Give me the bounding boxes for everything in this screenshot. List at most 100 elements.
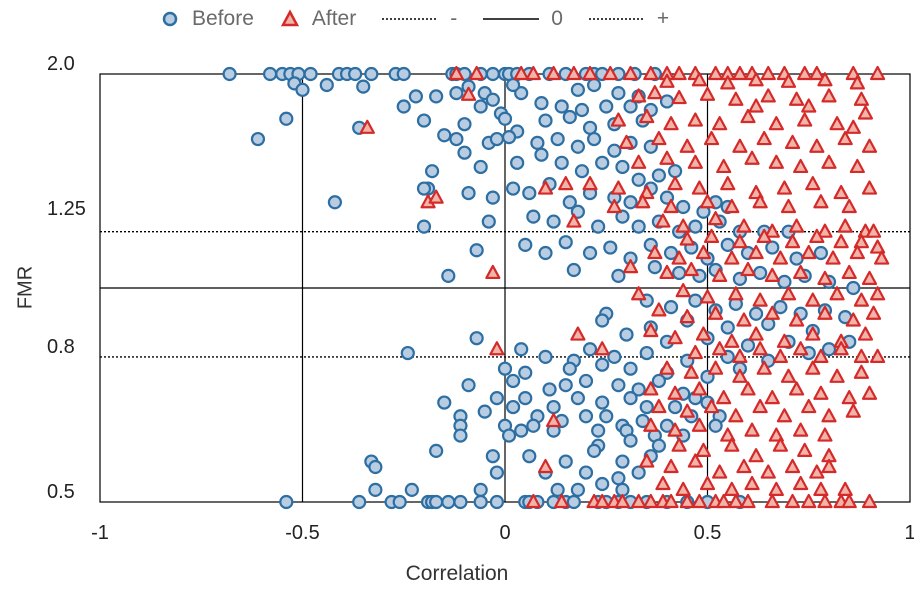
before-point: [485, 190, 500, 205]
after-point: [740, 261, 756, 277]
before-point: [416, 113, 432, 128]
after-point: [780, 198, 797, 214]
before-point: [558, 235, 573, 250]
before-point: [489, 494, 504, 510]
before-point: [639, 399, 654, 415]
before-point: [489, 131, 504, 147]
before-point: [595, 313, 610, 328]
after-point: [784, 134, 801, 149]
after-point: [821, 88, 837, 103]
after-point: [683, 364, 699, 379]
before-point: [570, 139, 586, 154]
before-point: [457, 117, 472, 132]
after-point: [793, 341, 809, 356]
after-point: [428, 189, 444, 204]
after-point: [582, 176, 598, 191]
before-point: [416, 181, 432, 196]
before-point: [481, 214, 496, 229]
after-point: [829, 116, 845, 131]
before-point: [279, 111, 294, 126]
after-point: [801, 493, 817, 509]
after-point: [740, 381, 756, 396]
legend-item-zero: 0: [483, 7, 563, 31]
after-point: [691, 417, 708, 432]
after-point: [772, 250, 789, 265]
after-point: [647, 85, 663, 100]
before-point: [473, 99, 488, 114]
before-point: [607, 349, 622, 364]
before-point: [578, 465, 594, 480]
before-point: [667, 399, 683, 415]
after-point: [707, 360, 724, 375]
solid-line-icon: [483, 18, 540, 20]
before-point: [429, 494, 444, 510]
y-tick-label: 0.5: [47, 481, 75, 503]
before-point: [501, 130, 517, 145]
after-point: [631, 154, 647, 169]
after-point: [821, 458, 837, 474]
after-point: [861, 180, 878, 195]
before-point: [631, 172, 646, 187]
after-point: [748, 98, 764, 113]
before-point: [449, 86, 464, 101]
before-point: [400, 345, 415, 361]
before-point: [534, 96, 549, 111]
before-point: [526, 418, 541, 433]
after-point: [793, 475, 809, 491]
before-point: [485, 66, 500, 82]
after-point: [865, 223, 882, 238]
before-point: [356, 79, 371, 94]
before-point: [303, 66, 318, 82]
after-point: [667, 385, 683, 400]
after-point: [748, 72, 764, 87]
before-point: [514, 423, 529, 438]
after-point: [752, 398, 768, 414]
before-point: [489, 465, 504, 480]
after-point: [861, 138, 878, 153]
before-point: [595, 357, 610, 372]
after-point: [825, 250, 841, 265]
after-point: [618, 134, 635, 149]
before-point: [570, 82, 586, 97]
before-point: [615, 159, 630, 175]
after-point: [776, 333, 793, 348]
before-point: [505, 181, 521, 196]
after-point: [663, 198, 679, 214]
before-point: [631, 219, 646, 234]
after-point: [545, 412, 562, 428]
after-point: [809, 464, 825, 479]
after-point: [776, 408, 793, 423]
after-point: [667, 330, 683, 345]
after-point: [784, 234, 801, 249]
before-point: [485, 449, 500, 464]
after-point: [651, 398, 667, 414]
after-point: [554, 493, 570, 509]
before-point: [615, 209, 630, 224]
after-point: [610, 112, 627, 127]
before-point: [599, 409, 614, 424]
legend-label-negative: -: [450, 7, 458, 30]
after-point: [805, 326, 821, 341]
after-point: [801, 244, 817, 260]
before-point: [489, 391, 504, 406]
after-point: [780, 368, 797, 383]
before-point: [538, 349, 553, 364]
after-point: [687, 344, 703, 360]
before-point: [603, 240, 618, 255]
before-point: [720, 320, 735, 335]
after-point: [817, 223, 833, 238]
after-point: [691, 381, 708, 396]
legend-label-zero: 0: [551, 7, 563, 30]
after-point: [643, 493, 659, 509]
after-point: [853, 292, 870, 307]
after-point: [788, 91, 805, 106]
after-point: [651, 302, 667, 317]
before-point: [846, 280, 861, 296]
after-point: [849, 75, 865, 90]
before-point: [441, 268, 456, 283]
after-point: [566, 213, 582, 228]
after-point: [724, 333, 740, 348]
after-point: [744, 150, 760, 165]
after-point: [760, 65, 776, 81]
